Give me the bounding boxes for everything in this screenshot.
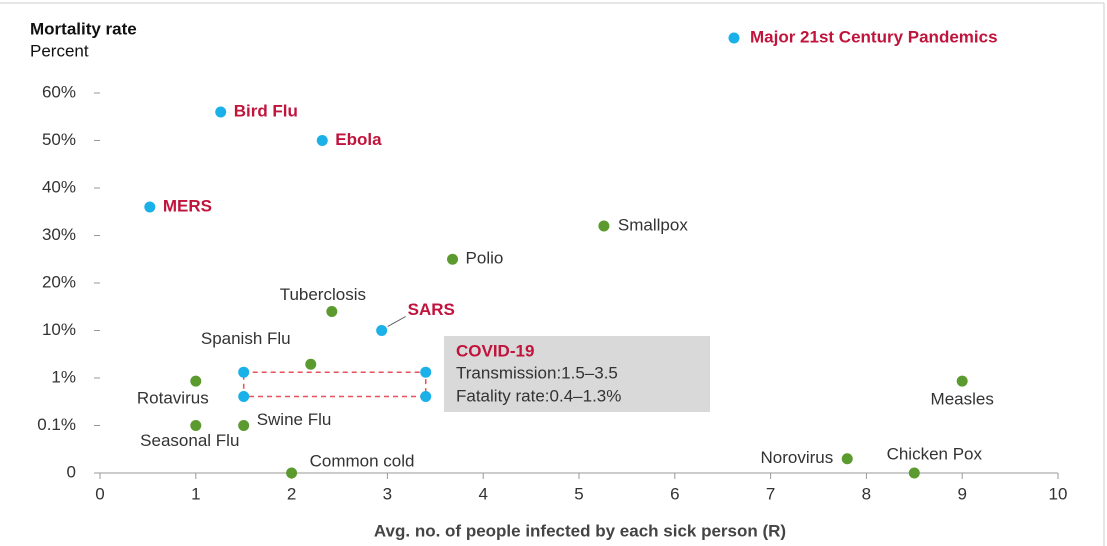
point-label: Norovirus	[760, 448, 833, 467]
x-axis-label: Avg. no. of people infected by each sick…	[374, 521, 786, 540]
y-tick-label: 20%	[42, 272, 76, 291]
point-label: Chicken Pox	[887, 444, 983, 463]
point-label: Polio	[466, 249, 504, 268]
point	[144, 201, 156, 213]
point-label: Measles	[931, 390, 994, 409]
point	[326, 306, 338, 317]
point-label: MERS	[163, 196, 212, 215]
chart-subtitle: Percent	[30, 41, 89, 60]
x-tick-label: 6	[670, 484, 679, 503]
point-label: Seasonal Flu	[140, 431, 239, 450]
covid-line: Transmission:1.5–3.5	[456, 363, 618, 382]
x-tick-label: 8	[862, 484, 871, 503]
y-tick-label: 60%	[42, 82, 76, 101]
y-tick-label: 30%	[42, 225, 76, 244]
covid-point	[420, 390, 432, 402]
point	[215, 106, 227, 118]
point	[190, 420, 202, 431]
covid-point	[238, 390, 250, 402]
point-label: Ebola	[335, 130, 382, 149]
legend-label: Major 21st Century Pandemics	[750, 27, 998, 46]
point	[841, 453, 853, 465]
x-tick-label: 5	[574, 484, 583, 503]
y-tick-label: 50%	[42, 130, 76, 149]
point	[376, 325, 388, 336]
x-tick-label: 0	[95, 484, 104, 503]
point	[238, 420, 250, 431]
point-label: Rotavirus	[137, 389, 209, 408]
y-tick-label: 0.1%	[37, 415, 76, 434]
point	[305, 358, 317, 370]
y-tick-label: 0	[67, 462, 76, 481]
y-tick-label: 40%	[42, 177, 76, 196]
point	[286, 467, 298, 479]
x-tick-label: 3	[383, 484, 392, 503]
x-tick-label: 1	[191, 484, 200, 503]
point-label: Tuberclosis	[280, 285, 366, 304]
x-tick-label: 10	[1049, 484, 1068, 503]
covid-point	[238, 366, 250, 378]
point-label: Bird Flu	[234, 101, 298, 120]
point-label: Common cold	[310, 451, 415, 470]
point-label: SARS	[408, 300, 455, 319]
y-tick-label: 1%	[51, 367, 76, 386]
covid-range	[242, 371, 427, 398]
covid-title: COVID-19	[456, 341, 534, 360]
y-tick-label: 10%	[42, 320, 76, 339]
covid-line: Fatality rate:0.4–1.3%	[456, 386, 621, 405]
x-tick-label: 7	[766, 484, 775, 503]
x-tick-label: 9	[957, 484, 966, 503]
point	[316, 135, 328, 146]
point-label: Spanish Flu	[201, 329, 291, 348]
point-label: Swine Flu	[257, 410, 332, 429]
legend-marker	[728, 32, 740, 44]
point	[956, 375, 968, 387]
point	[190, 375, 202, 387]
x-tick-label: 2	[287, 484, 296, 503]
covid-box	[444, 336, 710, 412]
point	[598, 220, 610, 232]
x-tick-label: 4	[478, 484, 487, 503]
point-label: Smallpox	[618, 215, 688, 234]
point	[447, 253, 459, 265]
leader-line	[387, 316, 406, 327]
chart-title: Mortality rate	[30, 19, 137, 38]
covid-point	[420, 366, 432, 378]
point	[908, 467, 920, 479]
